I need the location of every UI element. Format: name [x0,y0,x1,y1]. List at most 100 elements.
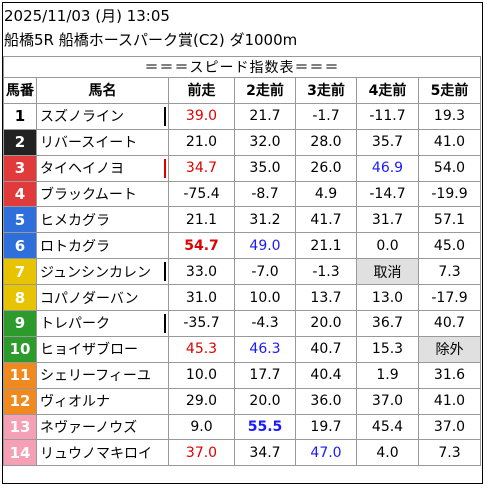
horse-row: 11 シェリーフィーユ 10.0 17.7 40.4 1.9 31.6 [3,361,481,389]
speed-index-cell: 4.0 [356,439,419,467]
column-header: 4走前 [356,77,419,104]
horse-name: ヒョイザブロー [36,335,169,363]
speed-index-cell: 39.0 [168,102,235,130]
speed-index-cell: -17.9 [418,284,481,312]
speed-index-cell: -7.0 [234,258,296,286]
horse-name: ネヴァーノウズ [36,413,169,441]
speed-index-cell: 31.0 [168,284,235,312]
speed-index-cell: 55.5 [234,413,296,441]
speed-index-cell: 54.7 [168,232,235,260]
speed-index-cell: 10.0 [168,361,235,389]
speed-index-cell: 46.3 [234,335,296,363]
column-header: 馬名 [36,77,169,104]
speed-index-cell: 34.7 [168,154,235,182]
speed-index-cell: 28.0 [295,128,357,156]
horse-row: 6 ロトカグラ 54.7 49.0 21.1 0.0 45.0 [3,232,481,260]
speed-index-cell: 20.0 [295,310,357,337]
column-header: 馬番 [3,77,37,104]
speed-index-cell: 40.4 [295,361,357,389]
speed-index-cell: -11.7 [356,102,419,130]
horse-number: 7 [3,258,37,286]
horse-name: ヒメカグラ [36,206,169,234]
speed-index-cell: 19.7 [295,413,357,441]
horse-number: 9 [3,310,37,337]
speed-index-cell: 45.0 [418,232,481,260]
horse-row: 8 コパノダーバン 31.0 10.0 13.7 13.0 -17.9 [3,284,481,312]
speed-index-cell: -35.7 [168,310,235,337]
speed-index-cell: 46.9 [356,154,419,182]
speed-index-cell: 29.0 [168,387,235,415]
speed-index-cell: 45.4 [356,413,419,441]
speed-index-cell: 17.7 [234,361,296,389]
speed-index-cell: 15.3 [356,335,419,363]
speed-index-cell: 26.0 [295,154,357,182]
horse-name: ジュンシンカレン [36,258,169,286]
horse-name: リバースイート [36,128,169,156]
table-title: ＝＝＝スピード指数表＝＝＝ [3,56,481,78]
speed-index-cell: 45.3 [168,335,235,363]
speed-index-cell: 40.7 [418,310,481,337]
horse-row: 10 ヒョイザブロー 45.3 46.3 40.7 15.3 除外 [3,335,481,363]
horse-name: ブラックムート [36,180,169,208]
speed-index-cell: 13.7 [295,284,357,312]
column-header: 2走前 [234,77,296,104]
speed-index-cell: 21.1 [168,206,235,234]
speed-index-cell: 41.7 [295,206,357,234]
horse-number: 11 [3,361,37,389]
speed-index-cell: 31.7 [356,206,419,234]
horse-row: 3 タイヘイノヨ 34.7 35.0 26.0 46.9 54.0 [3,154,481,182]
horse-name: トレパーク [36,310,169,337]
horse-name: ロトカグラ [36,232,169,260]
horse-number: 13 [3,413,37,441]
horse-row: 5 ヒメカグラ 21.1 31.2 41.7 31.7 57.1 [3,206,481,234]
horse-number: 1 [3,102,37,130]
speed-index-cell: 21.7 [234,102,296,130]
table-body: 1 スズノライン 39.0 21.7 -1.7 -11.7 19.3 2 リバースイート 21.0… [3,102,481,467]
speed-index-cell: 7.3 [418,439,481,467]
speed-index-cell: 35.0 [234,154,296,182]
speed-index-cell: 13.0 [356,284,419,312]
speed-index-cell: 40.7 [295,335,357,363]
horse-number: 10 [3,335,37,363]
speed-index-cell: 4.9 [295,180,357,208]
speed-index-cell: 37.0 [168,439,235,467]
speed-index-cell: 36.7 [356,310,419,337]
speed-index-cell: 37.0 [356,387,419,415]
speed-index-cell: 41.0 [418,128,481,156]
speed-index-cell: -8.7 [234,180,296,208]
speed-index-cell: 取消 [356,258,419,286]
speed-index-cell: 41.0 [418,387,481,415]
horse-number: 5 [3,206,37,234]
speed-index-cell: 0.0 [356,232,419,260]
race-datetime: 2025/11/03 (月) 13:05 [4,7,170,25]
speed-index-cell: 7.3 [418,258,481,286]
horse-row: 7 ジュンシンカレン 33.0 -7.0 -1.3 取消 7.3 [3,258,481,286]
horse-number: 4 [3,180,37,208]
horse-number: 3 [3,154,37,182]
speed-index-cell: 49.0 [234,232,296,260]
speed-index-cell: 54.0 [418,154,481,182]
speed-index-cell: 21.1 [295,232,357,260]
horse-row: 13 ネヴァーノウズ 9.0 55.5 19.7 45.4 37.0 [3,413,481,441]
horse-number: 12 [3,387,37,415]
speed-index-cell: 1.9 [356,361,419,389]
speed-index-cell: 32.0 [234,128,296,156]
speed-index-cell: 31.6 [418,361,481,389]
horse-row: 12 ヴィオルナ 29.0 20.0 36.0 37.0 41.0 [3,387,481,415]
speed-index-cell: 35.7 [356,128,419,156]
horse-number: 14 [3,439,37,467]
horse-name: シェリーフィーユ [36,361,169,389]
column-header: 3走前 [295,77,357,104]
speed-index-cell: 除外 [418,335,481,363]
speed-index-cell: -75.4 [168,180,235,208]
speed-index-cell: -14.7 [356,180,419,208]
speed-index-cell: 9.0 [168,413,235,441]
speed-index-cell: 57.1 [418,206,481,234]
speed-index-cell: 20.0 [234,387,296,415]
speed-index-table: ＝＝＝スピード指数表＝＝＝ 馬番 馬名 前走 2走前 3走前 4走前 5走前 1 スズノライン… [3,56,481,467]
speed-index-cell: -1.3 [295,258,357,286]
speed-index-cell: 10.0 [234,284,296,312]
horse-row: 2 リバースイート 21.0 32.0 28.0 35.7 41.0 [3,128,481,156]
horse-row: 1 スズノライン 39.0 21.7 -1.7 -11.7 19.3 [3,102,481,130]
horse-row: 9 トレパーク -35.7 -4.3 20.0 36.7 40.7 [3,310,481,337]
